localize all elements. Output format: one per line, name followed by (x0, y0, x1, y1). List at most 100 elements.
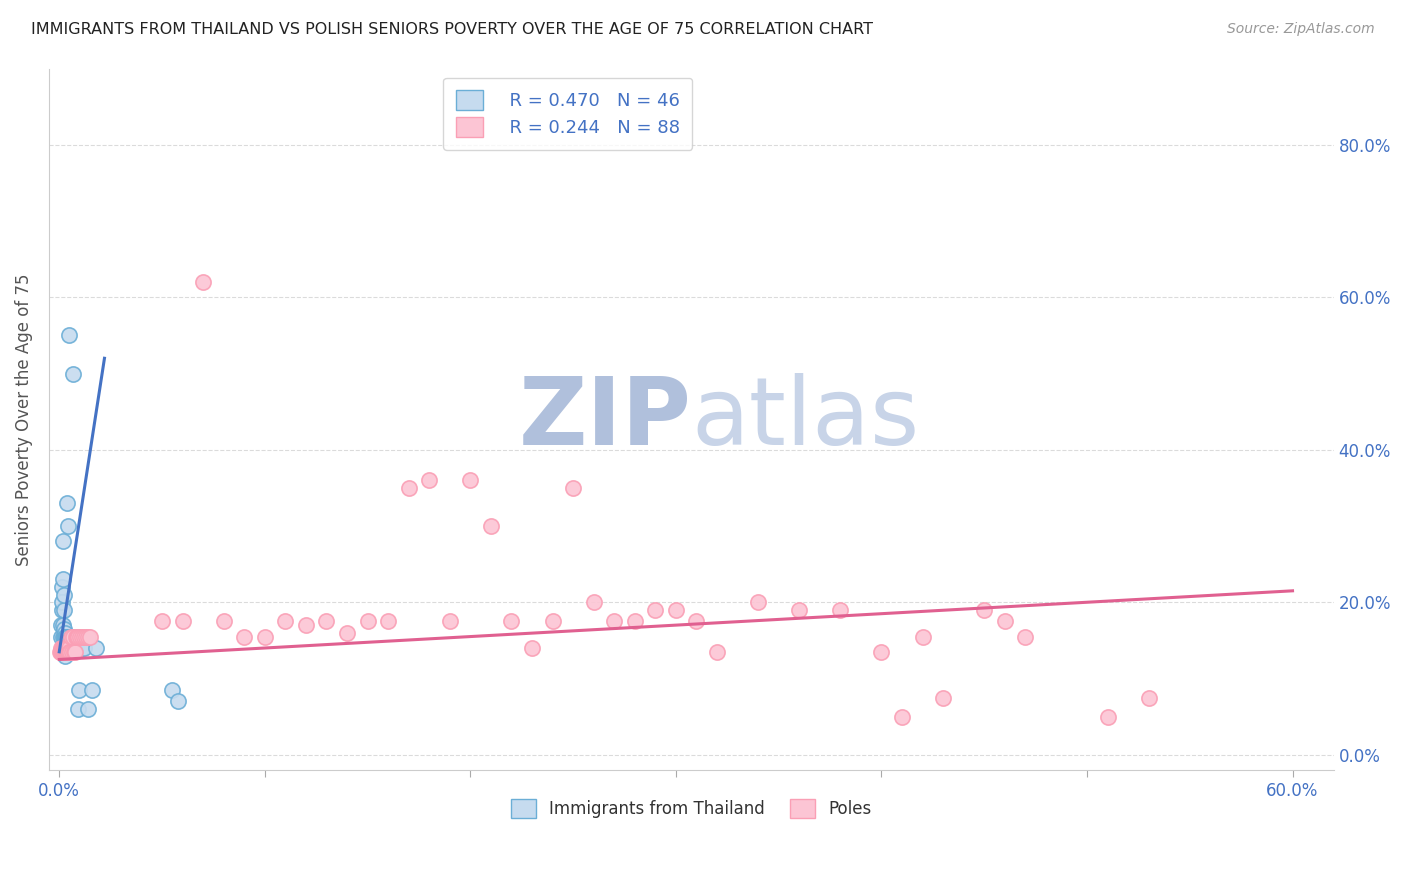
Point (51, 595, 73, 609)
Point (644, 603, 666, 617)
Point (623, 615, 645, 629)
Point (911, 630, 934, 644)
Point (58, 640, 80, 655)
Point (274, 615, 297, 629)
Point (66, 702, 89, 716)
Point (77, 630, 100, 644)
Point (62, 367, 84, 381)
Point (66, 630, 89, 644)
Point (51, 618, 73, 632)
Point (52, 603, 75, 617)
Point (53, 645, 76, 659)
Point (356, 615, 378, 629)
Point (172, 615, 194, 629)
Point (932, 690, 955, 705)
Point (56, 630, 79, 644)
Point (63, 645, 86, 659)
Point (51, 645, 73, 659)
Point (52, 645, 75, 659)
Point (70, 640, 93, 655)
Point (53, 645, 76, 659)
Point (66, 630, 89, 644)
Point (73, 640, 96, 655)
Point (562, 481, 585, 495)
Point (58, 519, 80, 533)
Text: Source: ZipAtlas.com: Source: ZipAtlas.com (1227, 22, 1375, 37)
Point (253, 630, 276, 644)
Point (501, 615, 523, 629)
Point (58, 645, 80, 659)
Point (73, 630, 96, 644)
Point (51, 645, 73, 659)
Point (787, 603, 810, 617)
Point (53, 645, 76, 659)
Point (52, 630, 75, 644)
Point (49, 645, 72, 659)
Point (870, 645, 893, 659)
Point (66, 630, 89, 644)
Point (56, 645, 79, 659)
Point (52, 640, 75, 655)
Point (49, 630, 72, 644)
Point (53, 622, 76, 636)
Point (685, 615, 707, 629)
Point (56, 640, 79, 655)
Point (973, 603, 995, 617)
Point (747, 595, 769, 609)
Point (55, 630, 77, 644)
Point (70, 630, 93, 644)
Point (62, 630, 84, 644)
Point (53, 625, 76, 640)
Point (1137, 690, 1160, 705)
Point (69, 640, 91, 655)
Point (315, 615, 337, 629)
Point (56, 496, 79, 510)
Point (60, 645, 83, 659)
Point (56, 630, 79, 644)
Text: ZIP: ZIP (519, 373, 692, 466)
Point (55, 645, 77, 659)
Point (65, 630, 87, 644)
Point (59, 630, 82, 644)
Legend: Immigrants from Thailand, Poles: Immigrants from Thailand, Poles (505, 793, 879, 825)
Point (51, 645, 73, 659)
Point (49, 645, 72, 659)
Point (53, 630, 76, 644)
Point (398, 481, 420, 495)
Point (191, 275, 214, 289)
Point (439, 615, 461, 629)
Point (69, 630, 91, 644)
Point (53, 645, 76, 659)
Point (53, 645, 76, 659)
Point (49, 645, 72, 659)
Point (891, 709, 914, 723)
Point (55, 645, 77, 659)
Text: IMMIGRANTS FROM THAILAND VS POLISH SENIORS POVERTY OVER THE AGE OF 75 CORRELATIO: IMMIGRANTS FROM THAILAND VS POLISH SENIO… (31, 22, 873, 37)
Point (56, 645, 79, 659)
Point (52, 645, 75, 659)
Point (706, 645, 728, 659)
Point (51, 645, 73, 659)
Point (58, 328, 80, 343)
Point (336, 625, 359, 640)
Point (84, 640, 107, 655)
Point (53, 588, 76, 602)
Point (75, 630, 97, 644)
Point (55, 630, 77, 644)
Point (212, 615, 235, 629)
Point (67, 682, 90, 697)
Point (58, 640, 80, 655)
Point (541, 615, 564, 629)
Point (49, 640, 72, 655)
Point (51, 573, 73, 587)
Point (53, 648, 76, 663)
Point (418, 473, 440, 487)
Point (62, 645, 84, 659)
Point (60, 640, 83, 655)
Point (58, 645, 80, 659)
Point (233, 630, 256, 644)
Point (79, 630, 101, 644)
Point (51, 640, 73, 655)
Y-axis label: Seniors Poverty Over the Age of 75: Seniors Poverty Over the Age of 75 (15, 273, 32, 566)
Point (60, 630, 83, 644)
